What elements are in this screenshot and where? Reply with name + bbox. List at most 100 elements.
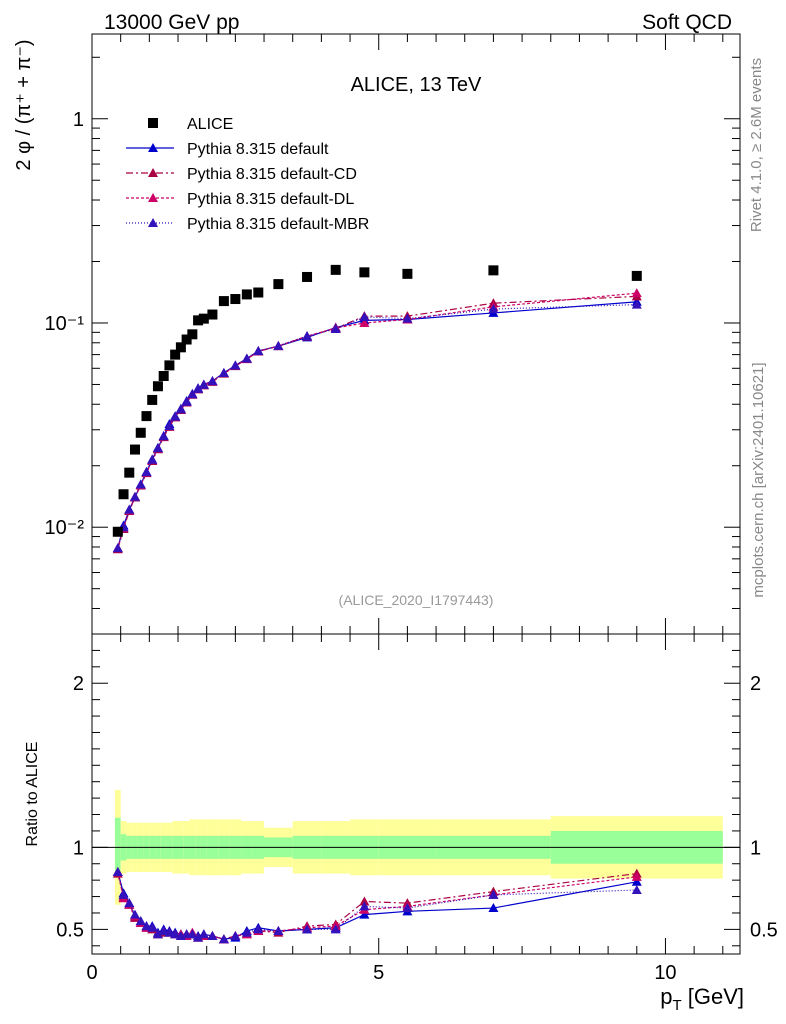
main-series-point <box>187 389 198 399</box>
ratio-y-tick-label: 2 <box>73 673 84 695</box>
ratio-series-line <box>117 872 637 940</box>
main-series-point <box>330 323 341 333</box>
main-y-axis-label: 2 φ / (π⁺ + π⁻) <box>13 39 35 170</box>
legend-square-marker <box>148 118 158 128</box>
analysis-label: (ALICE_2020_I1797443) <box>339 592 494 608</box>
ratio-y-tick-label: 0.5 <box>56 919 84 941</box>
alice-data-point <box>330 264 341 275</box>
ratio-series-point <box>112 866 123 876</box>
ratio-series-point <box>130 909 141 919</box>
ratio-series-point <box>359 901 370 911</box>
legend-label: Pythia 8.315 default-MBR <box>187 216 369 233</box>
alice-data-point <box>359 267 370 278</box>
main-series-point <box>198 379 209 389</box>
alice-data-point <box>207 309 218 320</box>
alice-data-point <box>175 342 186 353</box>
alice-data-point <box>402 268 413 279</box>
main-y-tick-labels: 1 10⁻¹ 10⁻² <box>45 109 85 539</box>
alice-data-point <box>302 271 313 282</box>
main-series-point <box>241 353 252 363</box>
ratio-series-point <box>193 932 204 942</box>
ratio-y-axis-label: Ratio to ALICE <box>24 742 41 847</box>
x-tick-label: 10 <box>654 962 676 984</box>
ratio-series-point <box>198 929 209 939</box>
alice-data-point <box>181 334 192 345</box>
x-axis-label-sub: T <box>672 997 681 1014</box>
alice-data-point <box>147 394 158 405</box>
main-y-tick-label: 10⁻² <box>45 517 85 539</box>
alice-data-points <box>112 264 642 537</box>
main-series-point <box>207 376 218 386</box>
main-panel: ALICE, 13 TeV 2 φ / (π⁺ + π⁻) (ALICE_202… <box>13 33 741 635</box>
main-series-point <box>359 317 370 327</box>
alice-data-point <box>241 289 252 300</box>
ratio-series-point <box>273 926 284 936</box>
alice-data-point <box>488 265 499 276</box>
ratio-series <box>112 866 642 944</box>
alice-data-point <box>253 287 264 298</box>
main-series-point <box>359 311 370 321</box>
ratio-series-point <box>147 922 158 932</box>
ratio-series-point <box>488 903 499 913</box>
ratio-series-point <box>164 927 175 937</box>
alice-data-point <box>631 270 642 281</box>
legend-label: Pythia 8.315 default <box>187 141 329 158</box>
legend-item: Pythia 8.315 default-MBR <box>126 216 369 233</box>
x-axis-label: pT [GeV] <box>660 984 744 1014</box>
rivet-version-label: Rivet 4.1.0, ≥ 2.6M events <box>748 58 765 232</box>
ratio-y-tick-label: 1 <box>73 837 84 859</box>
main-series-point <box>164 421 175 431</box>
legend-label: Pythia 8.315 default-DL <box>187 191 354 208</box>
alice-data-point <box>164 360 175 371</box>
alice-data-point <box>112 526 123 537</box>
x-axis-label-unit: [GeV] <box>682 984 744 1009</box>
ratio-series-point <box>118 889 129 899</box>
main-series-point <box>193 383 204 393</box>
x-tick-label: 0 <box>86 962 97 984</box>
x-axis-label-base: p <box>660 984 672 1009</box>
main-series-point <box>124 504 135 514</box>
ratio-series-line <box>117 871 637 940</box>
legend-triangle-marker <box>148 168 158 177</box>
process-label: Soft QCD <box>642 11 732 34</box>
main-series-point <box>141 467 152 477</box>
legend-triangle-marker <box>148 193 158 202</box>
main-series <box>112 288 642 554</box>
legend-label: ALICE <box>187 116 233 133</box>
ratio-series-point <box>218 934 229 944</box>
beam-label: 13000 GeV pp <box>104 11 239 34</box>
ratio-series-point <box>302 924 313 934</box>
ratio-series-point <box>402 903 413 913</box>
legend-item: Pythia 8.315 default <box>126 141 329 158</box>
alice-data-point <box>124 467 135 478</box>
ratio-series-point <box>152 929 163 939</box>
ratio-series-point <box>135 916 146 926</box>
main-series-point <box>181 396 192 406</box>
main-series-point <box>631 299 642 309</box>
x-tick-label: 5 <box>373 962 384 984</box>
ratio-series-point <box>241 927 252 937</box>
legend: ALICE Pythia 8.315 default Pythia 8.315 de… <box>126 116 369 233</box>
mcplots-label: mcplots.cern.ch [arXiv:2401.10621] <box>750 362 767 597</box>
main-series-line <box>117 304 637 549</box>
ratio-series-point <box>187 929 198 939</box>
ratio-series-point <box>631 876 642 886</box>
main-series-point <box>175 404 186 414</box>
alice-data-point <box>230 294 241 305</box>
main-series-point <box>218 367 229 377</box>
ratio-series-point <box>158 926 169 936</box>
alice-data-point <box>141 411 152 422</box>
alice-data-point <box>218 296 229 307</box>
main-series-point <box>273 340 284 350</box>
ratio-axis-ticks <box>91 634 740 954</box>
ratio-series-line <box>117 871 637 940</box>
ratio-plot-frame <box>91 633 741 955</box>
main-series-point <box>230 360 241 370</box>
main-y-tick-label: 1 <box>73 109 84 131</box>
ratio-series-point <box>124 898 135 908</box>
ratio-series-point <box>488 889 499 899</box>
main-series-point <box>631 288 642 298</box>
main-series-point <box>152 443 163 453</box>
legend-triangle-marker <box>148 143 158 152</box>
